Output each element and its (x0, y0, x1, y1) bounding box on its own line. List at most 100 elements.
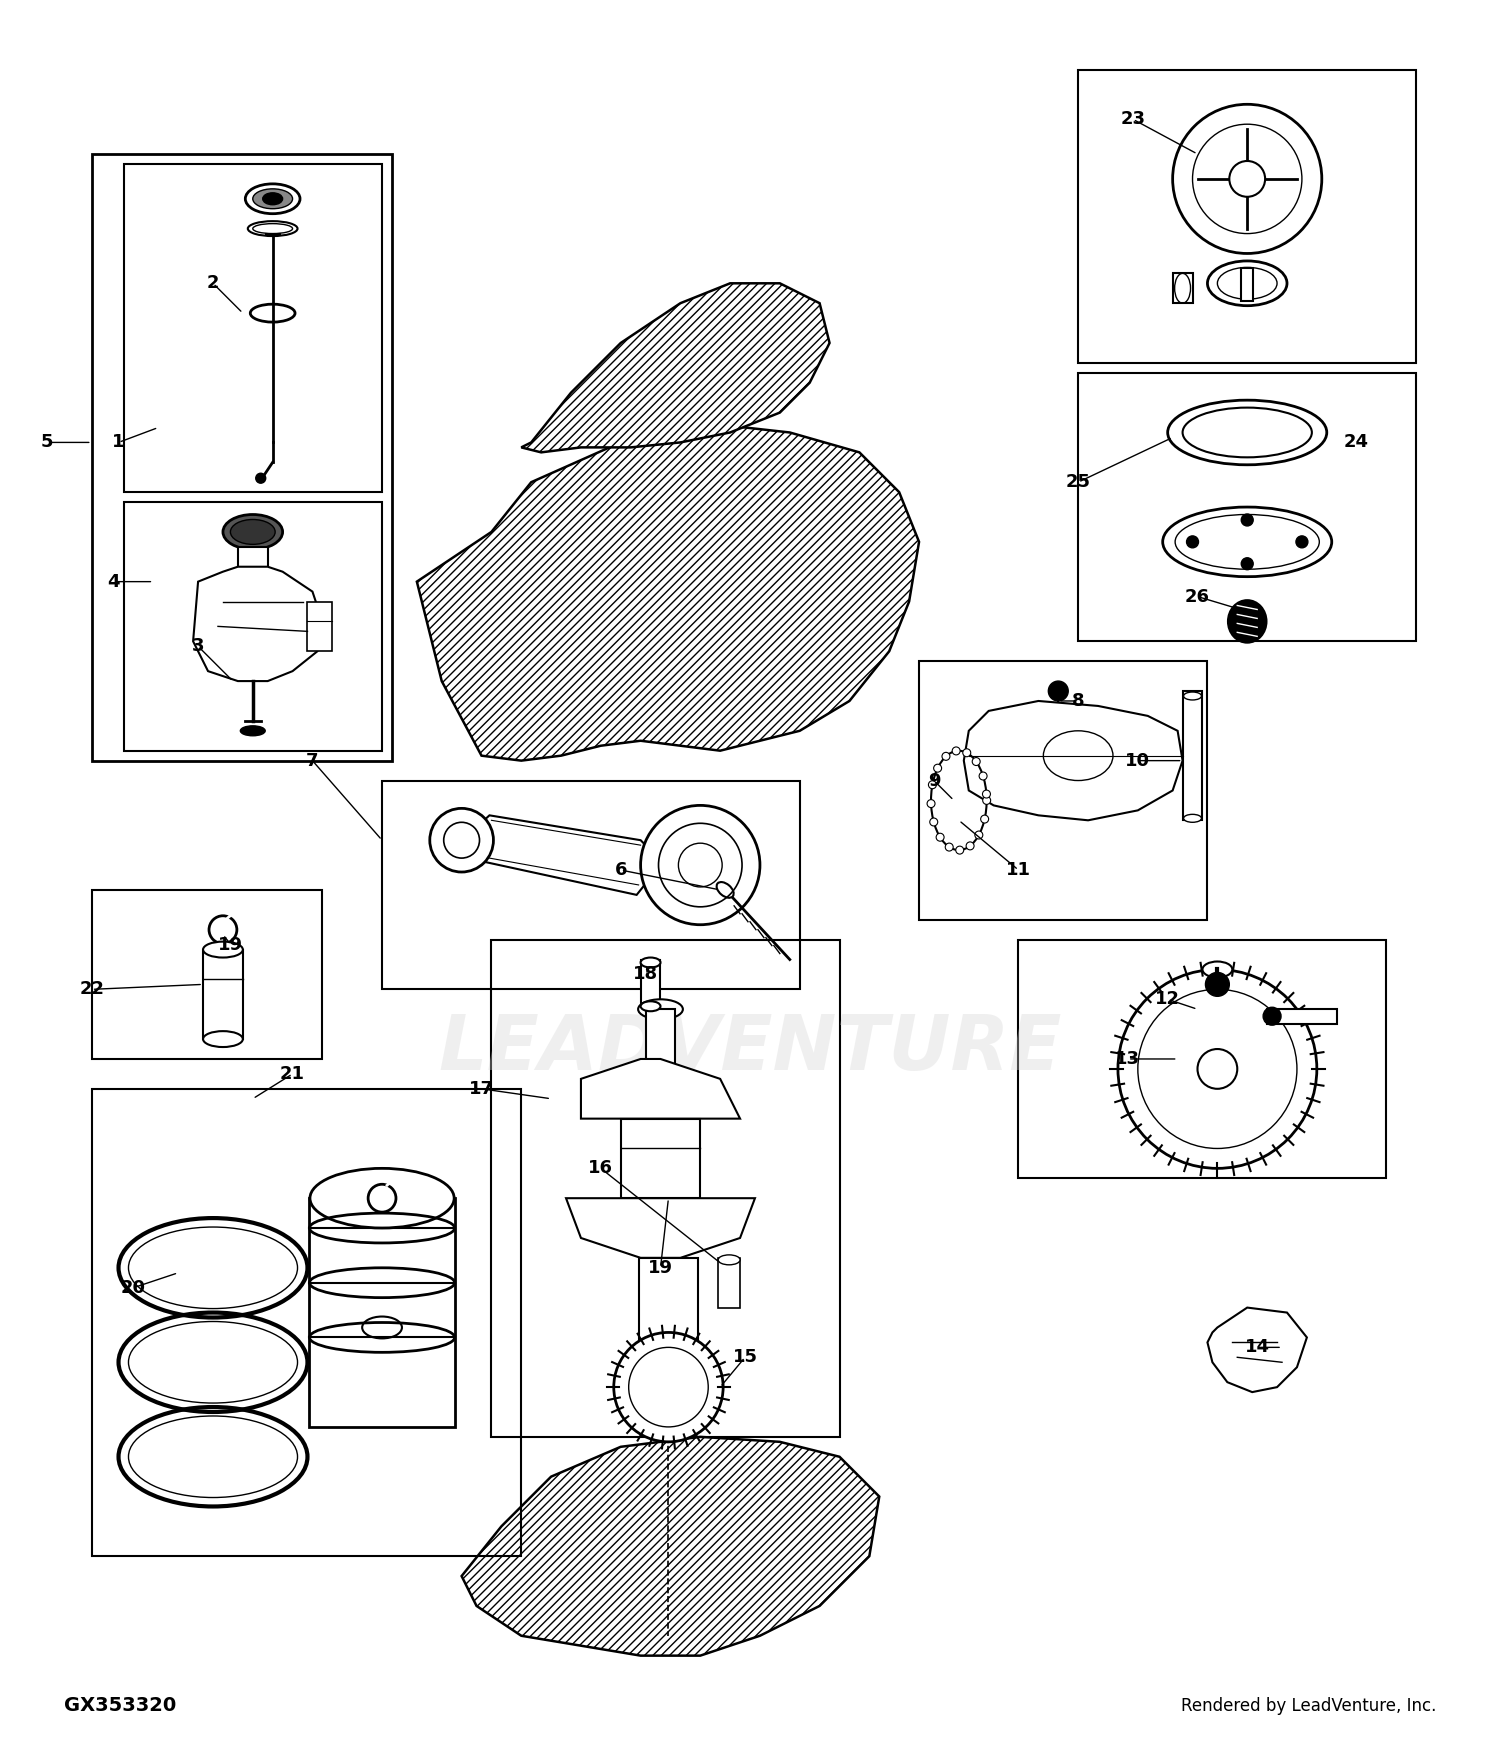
Bar (309, 1199, 454, 1426)
Bar (238, 546, 267, 581)
Ellipse shape (717, 882, 734, 898)
Circle shape (945, 844, 952, 850)
Text: 8: 8 (1072, 691, 1084, 710)
Circle shape (975, 831, 982, 838)
Polygon shape (194, 567, 322, 681)
Circle shape (952, 747, 960, 754)
Ellipse shape (202, 942, 243, 957)
Polygon shape (417, 422, 920, 761)
Circle shape (1197, 1048, 1237, 1088)
Polygon shape (477, 816, 656, 894)
Circle shape (430, 808, 494, 872)
Ellipse shape (129, 1227, 297, 1309)
Bar (640, 959, 660, 1010)
Bar (492, 940, 840, 1437)
Text: 24: 24 (1344, 434, 1370, 452)
Text: 23: 23 (1120, 110, 1146, 128)
Text: 5: 5 (40, 434, 53, 452)
Circle shape (614, 1332, 723, 1442)
Circle shape (1048, 681, 1068, 702)
Ellipse shape (1162, 507, 1332, 578)
Ellipse shape (240, 726, 266, 735)
Ellipse shape (202, 1031, 243, 1046)
Circle shape (956, 847, 963, 854)
Circle shape (982, 796, 990, 805)
Circle shape (966, 842, 974, 850)
Text: LEADVENTURE: LEADVENTURE (438, 1011, 1062, 1087)
Ellipse shape (254, 189, 292, 208)
Bar (1078, 373, 1416, 640)
Circle shape (982, 789, 990, 798)
Polygon shape (522, 284, 830, 452)
Circle shape (930, 817, 938, 826)
Text: 6: 6 (615, 861, 627, 878)
Circle shape (981, 816, 988, 822)
Text: 19: 19 (219, 936, 243, 954)
Circle shape (1206, 973, 1230, 996)
Bar (1268, 1010, 1336, 1024)
Ellipse shape (1208, 261, 1287, 306)
Circle shape (927, 800, 934, 807)
Bar (92, 1088, 522, 1556)
Ellipse shape (718, 1255, 740, 1265)
Text: 25: 25 (1065, 473, 1090, 492)
Text: 21: 21 (280, 1066, 304, 1083)
Text: 18: 18 (633, 966, 658, 984)
Bar (621, 1118, 701, 1199)
Bar (92, 891, 322, 1059)
Circle shape (1173, 105, 1322, 254)
Ellipse shape (262, 192, 282, 205)
Bar (123, 502, 382, 751)
Ellipse shape (1184, 691, 1202, 700)
Text: Rendered by LeadVenture, Inc.: Rendered by LeadVenture, Inc. (1180, 1698, 1436, 1715)
Ellipse shape (1167, 401, 1328, 466)
Bar (202, 950, 243, 1040)
Ellipse shape (129, 1416, 297, 1498)
Text: 4: 4 (108, 572, 120, 592)
Polygon shape (566, 1199, 754, 1258)
Bar (920, 662, 1208, 920)
Bar (92, 154, 392, 761)
Bar (1173, 273, 1192, 303)
Polygon shape (964, 702, 1182, 821)
Ellipse shape (248, 220, 297, 236)
Circle shape (942, 752, 950, 760)
Circle shape (1230, 161, 1264, 196)
Ellipse shape (1263, 1008, 1281, 1026)
Circle shape (256, 473, 265, 483)
Text: 2: 2 (207, 275, 219, 292)
Polygon shape (462, 1437, 879, 1656)
Text: 12: 12 (1155, 990, 1180, 1008)
Text: 19: 19 (648, 1258, 674, 1278)
Circle shape (1242, 514, 1252, 527)
Ellipse shape (638, 999, 682, 1018)
Bar (1182, 691, 1203, 821)
Circle shape (928, 780, 936, 789)
Bar (308, 602, 333, 651)
Text: 22: 22 (80, 980, 104, 997)
Ellipse shape (640, 957, 660, 968)
Bar (382, 780, 800, 989)
Circle shape (1118, 970, 1317, 1169)
Polygon shape (580, 1059, 740, 1118)
Text: 17: 17 (470, 1080, 494, 1097)
Ellipse shape (224, 514, 282, 550)
Ellipse shape (1228, 600, 1266, 642)
Text: 15: 15 (732, 1348, 758, 1367)
Circle shape (963, 749, 970, 756)
Text: 3: 3 (192, 637, 204, 654)
Ellipse shape (640, 1001, 660, 1011)
Circle shape (936, 833, 944, 842)
Text: 20: 20 (122, 1279, 146, 1297)
Text: 9: 9 (927, 772, 940, 789)
Bar (1078, 70, 1416, 362)
Ellipse shape (246, 184, 300, 214)
Bar (123, 164, 382, 492)
Text: 1: 1 (112, 434, 125, 452)
Ellipse shape (231, 520, 274, 544)
Bar (1019, 940, 1386, 1178)
Text: 7: 7 (306, 752, 318, 770)
Ellipse shape (1203, 961, 1233, 978)
Circle shape (1242, 558, 1252, 570)
Ellipse shape (1184, 814, 1202, 822)
